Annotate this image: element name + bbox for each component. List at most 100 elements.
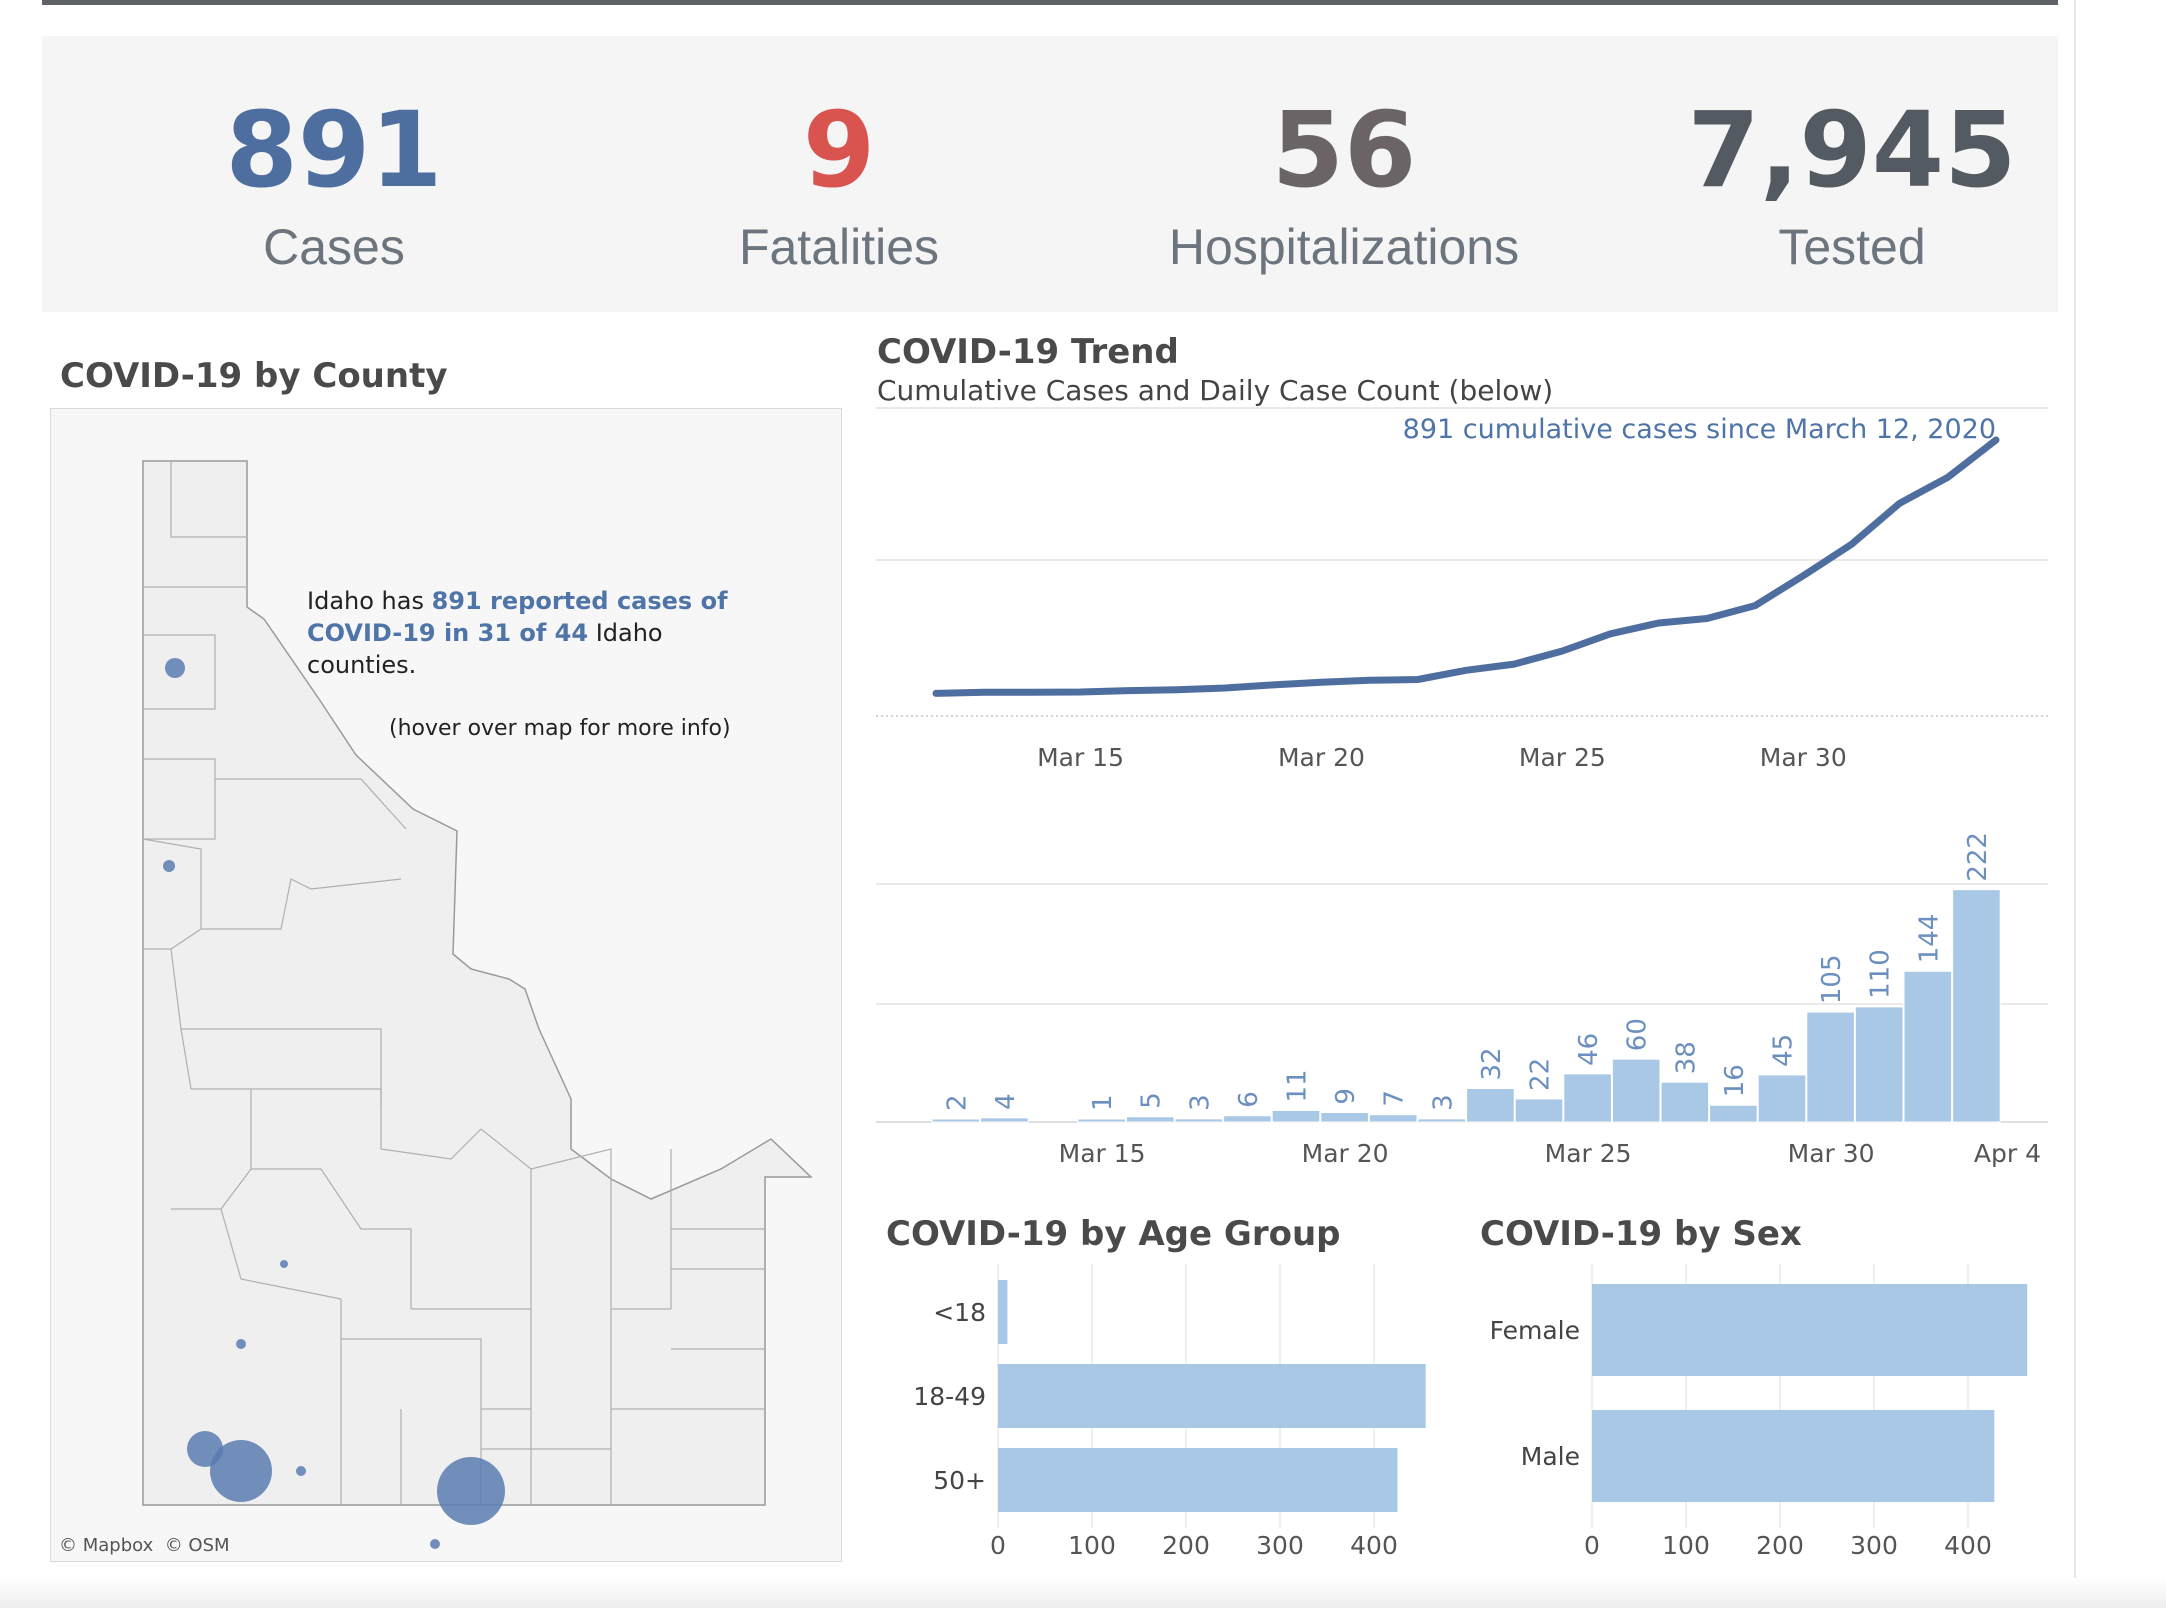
daily-bar[interactable] [1271,1109,1321,1123]
cumulative-point[interactable] [1461,665,1471,675]
daily-bar[interactable] [1854,1006,1904,1123]
bar-x-tick-label: Mar 20 [1302,1139,1389,1168]
daily-bar[interactable] [1077,1118,1126,1123]
daily-bar[interactable] [1368,1114,1418,1123]
bar-x-tick-label: Apr 4 [1974,1139,2041,1168]
idaho-map-svg[interactable] [51,409,841,1608]
hbar-bar[interactable] [1592,1410,1995,1502]
daily-bar[interactable] [1757,1074,1807,1123]
daily-bar-label: 45 [1769,1034,1799,1067]
daily-bar-label: 46 [1574,1033,1604,1066]
daily-bar-label: 16 [1720,1064,1750,1097]
county-marker[interactable] [430,1539,440,1549]
county-marker[interactable] [165,658,185,678]
line-x-tick-label: Mar 15 [1037,743,1124,772]
hbar-category-label: 18-49 [913,1382,986,1411]
daily-bar[interactable] [1903,970,1953,1123]
daily-bar-label: 11 [1283,1069,1313,1102]
hbar-bar[interactable] [1592,1284,2028,1376]
cumulative-point[interactable] [1316,677,1326,687]
daily-bar-label: 110 [1866,949,1896,999]
top-divider [42,0,2058,5]
cumulative-point[interactable] [1557,646,1567,656]
cumulative-point[interactable] [1027,687,1037,697]
kpi-tested: 7,945 Tested [1602,36,2102,276]
kpi-tested-label: Tested [1778,219,1926,275]
hbar-bar[interactable] [998,1280,1008,1344]
cumulative-point[interactable] [1750,601,1760,611]
age-bar-chart[interactable]: 0 100 200 300 400 <18 18-49 50+ [880,1264,1470,1580]
daily-bar-label: 3 [1428,1094,1458,1111]
county-marker[interactable] [236,1339,246,1349]
hbar-x-tick-label: 0 [990,1531,1006,1560]
daily-bar-label: 22 [1526,1058,1556,1091]
cumulative-point[interactable] [1895,498,1905,508]
hbar-category-label: <18 [933,1298,986,1327]
hbar-x-tick-label: 300 [1256,1531,1304,1560]
hbar-x-tick-label: 400 [1350,1531,1398,1560]
daily-bar[interactable] [1174,1118,1224,1123]
cumulative-point[interactable] [1365,675,1375,685]
cumulative-point[interactable] [1654,618,1664,628]
cumulative-point[interactable] [1124,686,1134,696]
cumulative-series-line[interactable] [932,436,2000,697]
county-marker[interactable] [296,1466,306,1476]
cumulative-point[interactable] [1220,683,1230,693]
daily-bar[interactable] [1709,1104,1758,1123]
line-x-tick-label: Mar 20 [1278,743,1365,772]
cumulative-point[interactable] [1606,629,1616,639]
hbar-x-tick-label: 100 [1068,1531,1116,1560]
hbar-x-tick-label: 400 [1944,1531,1992,1560]
cumulative-point[interactable] [1413,674,1423,684]
daily-bar[interactable] [980,1117,1029,1123]
hbar-category-label: Female [1490,1316,1580,1345]
cumulative-point[interactable] [1076,687,1086,697]
kpi-hospitalizations: 56 Hospitalizations [1094,36,1594,276]
daily-bar-label: 222 [1963,832,1993,882]
hbar-x-tick-label: 200 [1756,1531,1804,1560]
county-marker[interactable] [280,1260,288,1268]
cumulative-point[interactable] [1172,685,1182,695]
daily-bar[interactable] [1563,1073,1612,1123]
map-summary-highlight: 891 reported cases of COVID-19 in 31 of … [307,587,728,647]
daily-bar[interactable] [1223,1115,1272,1123]
cumulative-point[interactable] [1509,659,1519,669]
attribution-osm[interactable]: © OSM [164,1535,230,1556]
daily-bar[interactable] [1417,1118,1467,1123]
cumulative-point[interactable] [1846,539,1856,549]
kpi-fatalities: 9 Fatalities [589,36,1089,276]
daily-bar-chart[interactable]: 2 4 1 5 3 6 11 9 7 3 32 22 46 60 38 16 45 105 110 144 222 Mar… [876,786,2056,1176]
cumulative-point[interactable] [931,688,941,698]
daily-bar[interactable] [1125,1116,1175,1123]
hbar-category-label: 50+ [933,1466,986,1495]
daily-bar[interactable] [1514,1098,1564,1123]
daily-bar[interactable] [1466,1088,1515,1123]
daily-bar-label: 38 [1671,1041,1701,1074]
map-attribution[interactable]: © Mapbox © OSM [59,1535,230,1556]
cumulative-point[interactable] [979,687,989,697]
daily-bar[interactable] [1611,1058,1661,1123]
kpi-cases-value: 891 [225,89,443,211]
county-map[interactable]: Idaho has 891 reported cases of COVID-19… [50,408,842,1608]
hbar-category-label: Male [1521,1442,1580,1471]
daily-bar[interactable] [1660,1081,1710,1123]
sex-chart-title: COVID-19 by Sex [1480,1214,1802,1254]
daily-bar[interactable] [931,1118,981,1123]
hbar-bar[interactable] [998,1364,1426,1428]
cumulative-point[interactable] [1798,571,1808,581]
county-marker[interactable] [163,860,175,872]
sex-bar-chart[interactable]: 0 100 200 300 400 Female Male [1480,1264,2070,1580]
hbar-bar[interactable] [998,1448,1398,1512]
county-marker[interactable] [437,1457,505,1525]
daily-bar[interactable] [1320,1112,1369,1123]
daily-bar[interactable] [1806,1011,1855,1123]
line-x-tick-label: Mar 30 [1760,743,1847,772]
cumulative-point[interactable] [1702,613,1712,623]
cumulative-point[interactable] [1943,472,1953,482]
cumulative-point[interactable] [1268,680,1278,690]
daily-bar[interactable] [1952,889,2001,1123]
county-marker[interactable] [210,1440,272,1502]
daily-bar-label: 5 [1137,1092,1167,1109]
cumulative-line-chart[interactable]: Mar 15 Mar 20 Mar 25 Mar 30 891 cumulative c… [876,404,2056,784]
attribution-mapbox[interactable]: © Mapbox [59,1535,154,1556]
